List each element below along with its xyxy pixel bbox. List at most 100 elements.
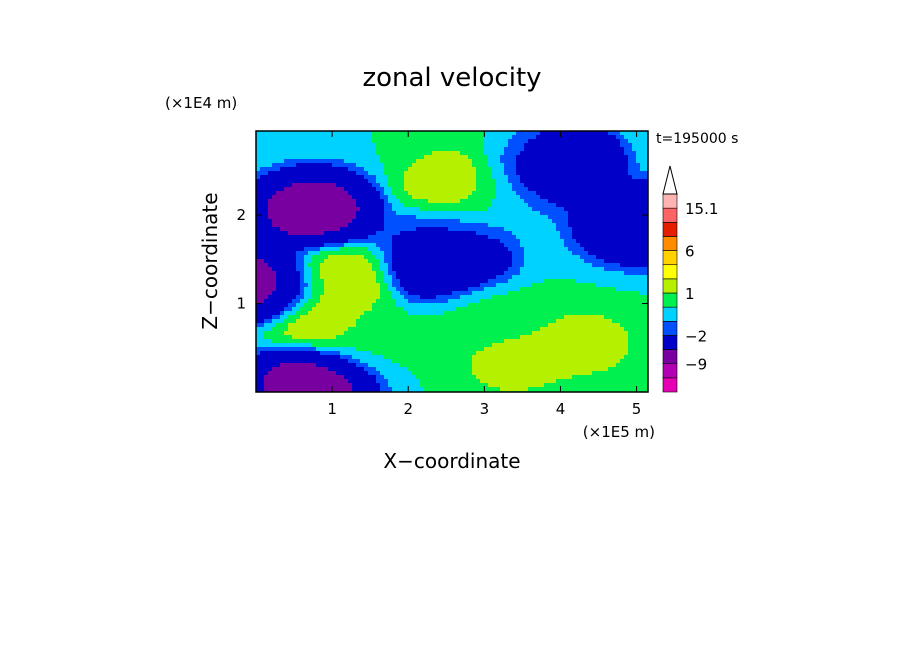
field-cell	[620, 279, 624, 283]
field-cell	[552, 219, 556, 223]
field-cell	[600, 203, 604, 207]
field-cell	[364, 187, 368, 191]
field-cell	[600, 275, 604, 279]
field-cell	[328, 207, 332, 211]
field-cell	[408, 311, 412, 315]
field-cell	[532, 211, 536, 215]
field-cell	[516, 171, 520, 175]
field-cell	[424, 195, 428, 199]
field-cell	[540, 199, 544, 203]
field-cell	[392, 147, 396, 151]
field-cell	[532, 219, 536, 223]
field-cell	[340, 239, 344, 243]
field-cell	[500, 331, 504, 335]
field-cell	[604, 227, 608, 231]
field-cell	[492, 171, 496, 175]
field-cell	[620, 259, 624, 263]
field-cell	[532, 259, 536, 263]
field-cell	[592, 159, 596, 163]
field-cell	[640, 199, 644, 203]
field-cell	[364, 315, 368, 319]
field-cell	[476, 163, 480, 167]
field-cell	[256, 247, 260, 251]
field-cell	[332, 227, 336, 231]
field-cell	[420, 311, 424, 315]
field-cell	[264, 175, 268, 179]
field-cell	[600, 135, 604, 139]
field-cell	[312, 163, 316, 167]
field-cell	[580, 295, 584, 299]
field-cell	[268, 163, 272, 167]
field-cell	[592, 135, 596, 139]
field-cell	[632, 131, 636, 135]
field-cell	[624, 163, 628, 167]
field-cell	[544, 211, 548, 215]
field-cell	[584, 203, 588, 207]
field-cell	[596, 263, 600, 267]
field-cell	[396, 263, 400, 267]
field-cell	[480, 215, 484, 219]
field-cell	[468, 191, 472, 195]
field-cell	[436, 331, 440, 335]
field-cell	[368, 223, 372, 227]
field-cell	[336, 307, 340, 311]
field-cell	[612, 203, 616, 207]
field-cell	[544, 151, 548, 155]
field-cell	[516, 151, 520, 155]
field-cell	[640, 239, 644, 243]
field-cell	[556, 331, 560, 335]
field-cell	[264, 187, 268, 191]
field-cell	[324, 215, 328, 219]
field-cell	[320, 323, 324, 327]
field-cell	[316, 279, 320, 283]
field-cell	[564, 187, 568, 191]
field-cell	[392, 291, 396, 295]
field-cell	[296, 327, 300, 331]
field-cell	[436, 267, 440, 271]
field-cell	[416, 179, 420, 183]
field-cell	[436, 147, 440, 151]
field-cell	[628, 155, 632, 159]
field-cell	[540, 179, 544, 183]
field-cell	[444, 287, 448, 291]
field-cell	[424, 251, 428, 255]
field-cell	[488, 239, 492, 243]
field-cell	[312, 331, 316, 335]
field-cell	[256, 159, 260, 163]
field-cell	[372, 323, 376, 327]
field-cell	[348, 187, 352, 191]
field-cell	[476, 283, 480, 287]
field-cell	[528, 283, 532, 287]
field-cell	[460, 279, 464, 283]
field-cell	[592, 231, 596, 235]
field-cell	[332, 139, 336, 143]
field-cell	[616, 299, 620, 303]
field-cell	[368, 207, 372, 211]
field-cell	[644, 179, 648, 183]
field-cell	[376, 191, 380, 195]
field-cell	[500, 151, 504, 155]
field-cell	[580, 299, 584, 303]
field-cell	[504, 203, 508, 207]
field-cell	[544, 239, 548, 243]
field-cell	[580, 311, 584, 315]
field-cell	[568, 319, 572, 323]
field-cell	[632, 187, 636, 191]
field-cell	[432, 131, 436, 135]
field-cell	[352, 195, 356, 199]
field-cell	[456, 319, 460, 323]
field-cell	[524, 307, 528, 311]
field-cell	[364, 171, 368, 175]
field-cell	[348, 147, 352, 151]
field-cell	[300, 283, 304, 287]
field-cell	[436, 315, 440, 319]
field-cell	[492, 279, 496, 283]
field-cell	[296, 207, 300, 211]
field-cell	[624, 263, 628, 267]
field-cell	[544, 275, 548, 279]
field-cell	[460, 215, 464, 219]
field-cell	[292, 307, 296, 311]
field-cell	[432, 143, 436, 147]
field-cell	[456, 163, 460, 167]
field-cell	[388, 287, 392, 291]
